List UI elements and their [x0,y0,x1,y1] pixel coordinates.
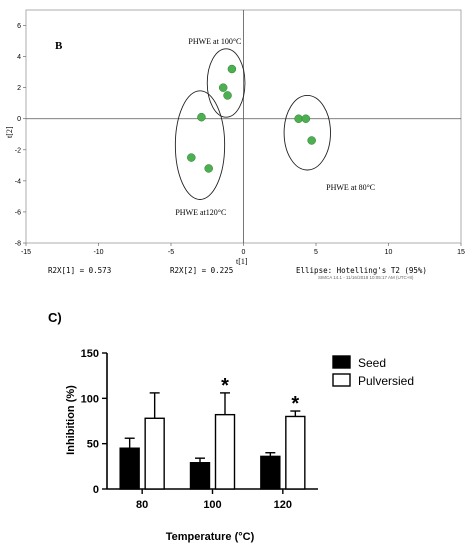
score-point [218,83,228,92]
x-tick-label: 5 [314,249,318,256]
bar-y-tick-label: 0 [93,484,99,496]
y-tick-label: 4 [17,54,21,61]
bar-x-tick-label: 80 [136,499,148,511]
legend-label: Seed [358,356,386,370]
bar-y-tick-label: 100 [81,393,99,405]
score-point [187,153,196,162]
bar-x-tick-label: 120 [274,499,292,511]
score-point [294,114,303,123]
r2x2-value: R2X[2] = 0.225 [170,266,233,275]
score-point [307,136,316,145]
y-tick-label: 6 [17,23,21,30]
software-stamp: SIMCA 14.1 - 11/16/2018 10:05:17 AM (UTC… [318,275,414,280]
confidence-ellipse [283,94,331,171]
confidence-ellipse [174,90,226,200]
bar [119,447,140,490]
bar-y-tick-label: 50 [87,439,99,451]
bar-x-axis-label: Temperature (°C) [166,531,255,543]
group-label: PHWE at120°C [175,208,226,217]
y-tick-label: -4 [15,178,21,185]
score-point [204,164,213,173]
x-tick-label: 10 [385,249,393,256]
legend-swatch [332,373,351,387]
group-label: PHWE at 100°C [188,37,241,46]
bar [189,462,211,490]
legend-label: Pulversied [358,374,414,388]
y-tick-label: -2 [15,147,21,154]
y-tick-label: 0 [17,116,21,123]
score-point [223,91,232,100]
x-tick-label: 0 [242,249,246,256]
score-plot: B t[2] t[1] R2X[1] = 0.573 R2X[2] = 0.22… [5,9,465,280]
bar [144,417,165,490]
confidence-ellipse [206,48,246,118]
y-axis-label: t[2] [5,126,14,138]
group-label: PHWE at 80°C [326,183,375,192]
significance-marker: * [221,375,229,397]
bar [260,455,281,490]
bar-chart: C) Inhibition (%) Temperature (°C) 0 50 10… [48,310,414,543]
x-tick-label: -15 [21,249,31,256]
significance-marker: * [291,393,299,415]
y-tick-label: 2 [17,85,21,92]
bar-y-axis-label: Inhibition (%) [65,385,77,455]
score-point [301,114,311,123]
x-axis-label: t[1] [236,257,248,266]
x-tick-label: -5 [168,249,174,256]
bar-y-tick-label: 150 [81,348,99,360]
ellipse-note: Ellipse: Hotelling's T2 (95%) [296,266,427,275]
bar [285,415,306,490]
bar-x-tick-label: 100 [203,499,221,511]
x-tick-label: 15 [457,249,465,256]
panel-label-b: B [55,40,63,52]
score-point [197,112,206,122]
bar [214,413,236,490]
r2x1-value: R2X[1] = 0.573 [48,266,111,275]
legend-swatch [332,355,351,369]
y-tick-label: -8 [15,241,21,248]
score-point [227,64,237,74]
panel-label-c: C) [48,310,62,325]
y-tick-label: -6 [15,209,21,216]
x-tick-label: -10 [93,249,103,256]
